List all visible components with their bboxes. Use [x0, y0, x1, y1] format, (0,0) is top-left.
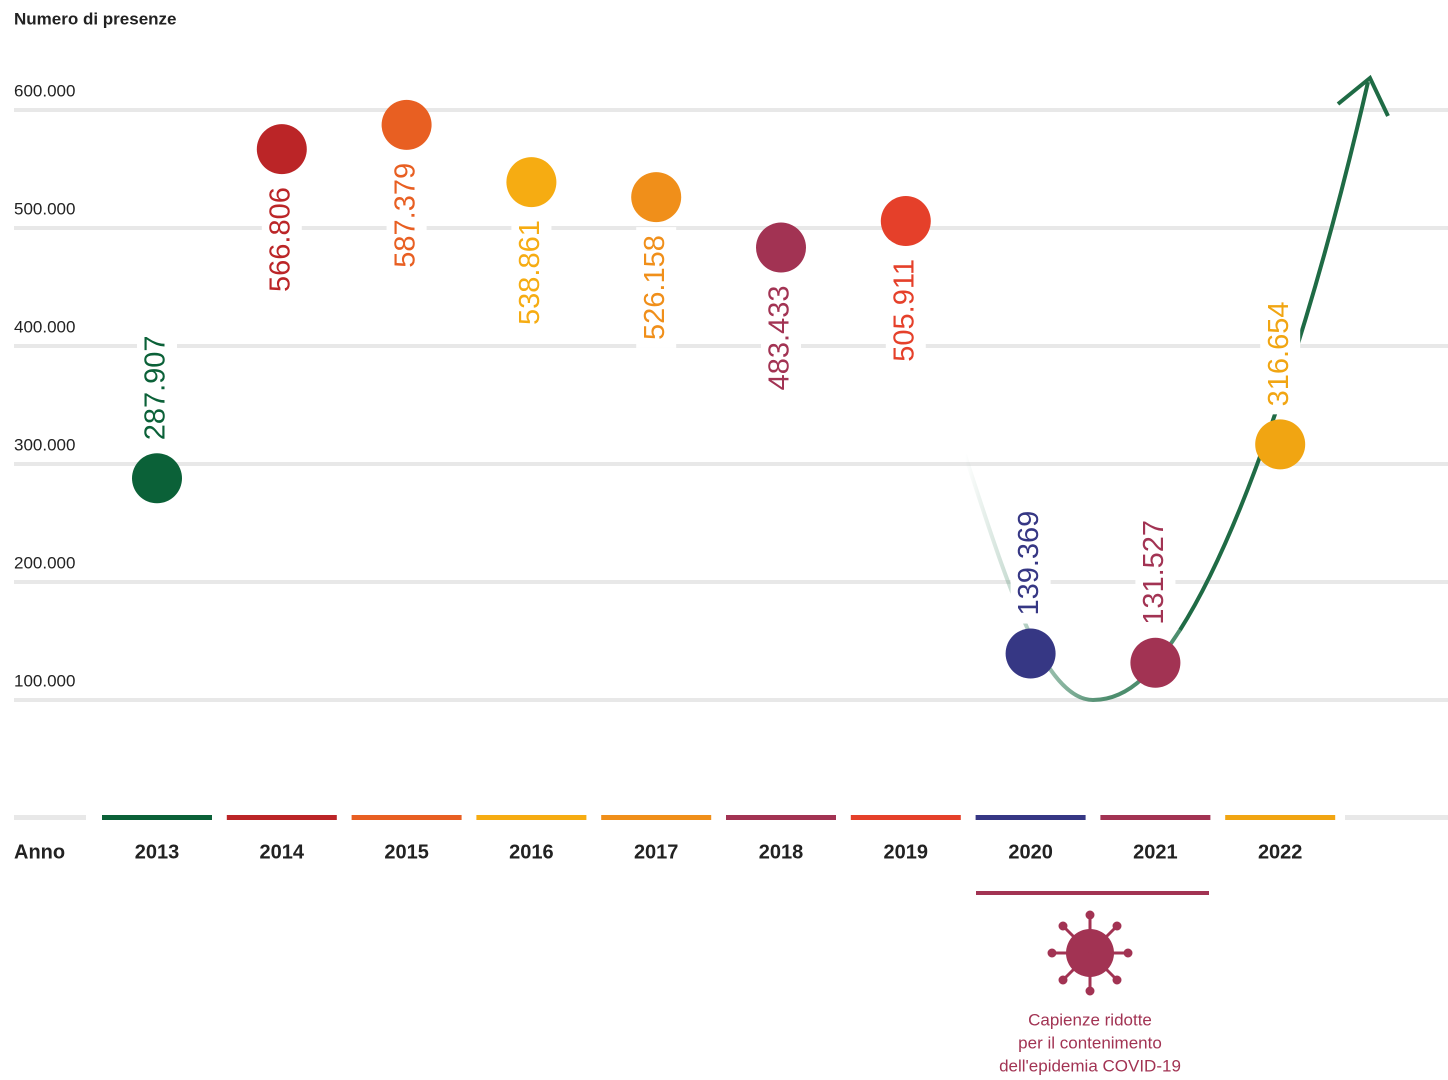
- dot: [1005, 628, 1056, 679]
- dot: [256, 124, 307, 175]
- value-label: 505.911: [888, 259, 920, 362]
- value-label-bg: [1135, 511, 1176, 633]
- dot: [631, 172, 682, 223]
- y-tick-label: 300.000: [14, 435, 75, 454]
- year-segment: [726, 815, 836, 820]
- y-tick-label: 100.000: [14, 671, 75, 690]
- annotation: Capienze ridotte: [1028, 1010, 1152, 1029]
- value-label: 526.158: [639, 235, 671, 340]
- value-label: 316.654: [1263, 302, 1295, 407]
- value-label-bg: [261, 179, 302, 300]
- x-tick-label: 2019: [884, 841, 929, 863]
- x-tick-label: 2020: [1008, 841, 1053, 863]
- virus-icon: [1047, 910, 1133, 996]
- x-tick-label: 2021: [1133, 841, 1178, 863]
- value-label: 139.369: [1013, 511, 1045, 616]
- x-tick-label: 2015: [384, 841, 429, 863]
- x-tick-label: 2016: [509, 841, 554, 863]
- year-segment: [226, 815, 337, 820]
- marks: 2013 287.907 2014 566.806 2015 587.379 2016 538…: [102, 99, 1336, 863]
- dot: [880, 196, 931, 247]
- x-axis-title: Anno: [14, 841, 65, 863]
- value-label: 483.433: [764, 286, 796, 391]
- year-segment: [601, 815, 712, 820]
- dot: [1130, 637, 1181, 688]
- value-label: 131.527: [1138, 520, 1170, 625]
- x-tick-label: 2018: [759, 841, 804, 863]
- y-tick-label: 400.000: [14, 317, 75, 336]
- annotation: dell'epidemia COVID-19: [999, 1056, 1181, 1075]
- year-segment: [351, 815, 462, 820]
- dot: [756, 222, 806, 273]
- year-segment: [975, 815, 1086, 820]
- value-label-bg: [636, 227, 677, 348]
- dot: [1255, 419, 1306, 470]
- grid: 100.000 200.000 300.000 400.000 500.000 600.0…: [14, 81, 1448, 702]
- x-tick-label: 2017: [634, 841, 679, 863]
- year-segment: [1225, 815, 1336, 820]
- value-label-bg: [386, 154, 427, 276]
- year-segment: [102, 815, 212, 820]
- year-segment: [850, 815, 961, 820]
- x-tick-label: 2022: [1258, 841, 1303, 863]
- y-tick-label: 500.000: [14, 199, 75, 218]
- dot: [381, 99, 432, 150]
- x-tick-label: 2014: [260, 841, 305, 863]
- value-label: 538.861: [514, 220, 546, 325]
- value-label-bg: [761, 277, 801, 399]
- y-tick-label: 600.000: [14, 81, 75, 100]
- value-label: 287.907: [140, 335, 172, 440]
- value-label-bg: [137, 327, 177, 449]
- year-segment: [1100, 815, 1211, 820]
- value-label-bg: [1260, 293, 1301, 415]
- x-tick-label: 2013: [135, 841, 180, 863]
- axis-segment: [14, 815, 86, 820]
- y-tick-label: 200.000: [14, 553, 75, 572]
- dot: [132, 453, 182, 504]
- annotation: per il contenimento: [1018, 1033, 1162, 1052]
- year-segment: [476, 815, 587, 820]
- value-label: 566.806: [264, 187, 296, 292]
- arrow-head: [1336, 74, 1390, 117]
- value-label-bg: [511, 212, 552, 333]
- value-label: 587.379: [389, 163, 421, 268]
- dot: [506, 157, 557, 208]
- y-axis-title: Numero di presenze: [14, 9, 177, 28]
- axis-segment: [1345, 815, 1448, 820]
- value-label-bg: [885, 251, 926, 370]
- value-label-bg: [1010, 502, 1051, 624]
